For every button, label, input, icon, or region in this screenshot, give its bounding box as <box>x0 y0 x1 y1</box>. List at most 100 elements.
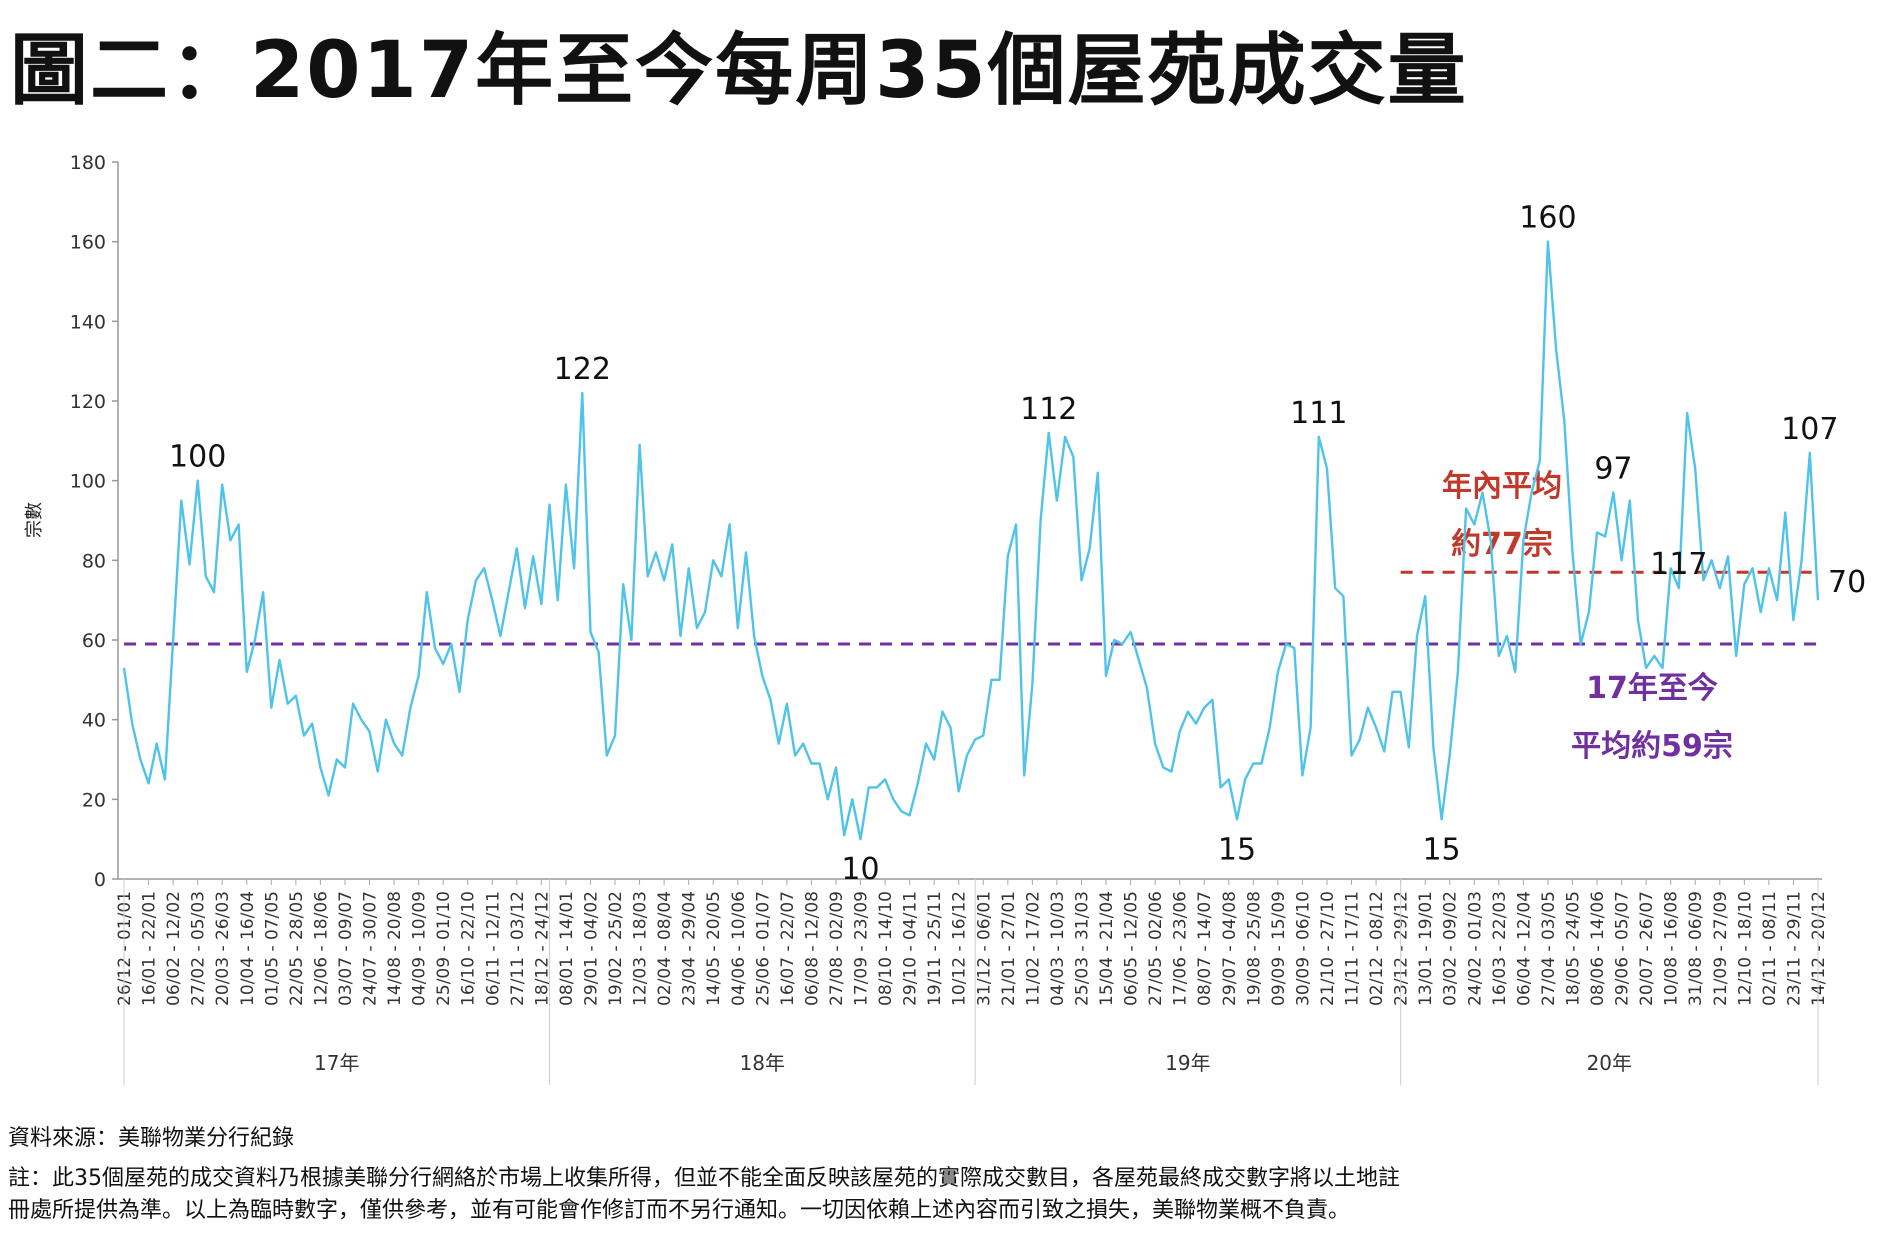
x-tick-label: 18/05 - 24/05 <box>1563 891 1583 1006</box>
x-tick-label: 29/01 - 04/02 <box>581 891 601 1006</box>
y-axis-ticks: 0 20 40 60 80 100 120 140 160 180 <box>70 152 118 891</box>
peak-label: 15 <box>1422 832 1460 867</box>
peak-label: 10 <box>841 852 879 887</box>
y-tick-label: 120 <box>70 391 106 413</box>
x-tick-label: 30/09 - 06/10 <box>1293 891 1313 1006</box>
peak-label: 112 <box>1020 392 1077 427</box>
x-tick-label: 16/03 - 22/03 <box>1490 891 1510 1006</box>
chart-axes <box>117 162 1822 880</box>
x-tick-label: 08/07 - 14/07 <box>1195 891 1215 1006</box>
x-tick-label: 29/10 - 04/11 <box>901 891 921 1006</box>
x-tick-label: 03/07 - 09/07 <box>336 891 356 1006</box>
x-tick-label: 04/09 - 10/09 <box>410 891 430 1006</box>
x-tick-label: 27/04 - 03/05 <box>1539 891 1559 1006</box>
x-tick-label: 06/05 - 12/05 <box>1122 891 1142 1006</box>
x-tick-label: 08/10 - 14/10 <box>876 891 896 1006</box>
peak-label: 117 <box>1650 547 1707 582</box>
y-tick-label: 0 <box>94 869 106 891</box>
peak-label: 70 <box>1828 565 1866 600</box>
x-tick-label: 24/07 - 30/07 <box>361 891 381 1006</box>
x-tick-label: 19/11 - 25/11 <box>925 891 945 1006</box>
year-group-label: 17年 <box>314 1051 359 1075</box>
x-tick-label: 31/08 - 06/09 <box>1686 891 1706 1006</box>
reference-label: 年內平均 <box>1442 469 1562 504</box>
x-tick-label: 02/11 - 08/11 <box>1760 891 1780 1006</box>
peak-label: 122 <box>554 352 611 387</box>
x-tick-label: 10/04 - 16/04 <box>238 891 258 1006</box>
x-tick-label: 10/12 - 16/12 <box>950 891 970 1006</box>
x-tick-label: 04/03 - 10/03 <box>1048 891 1068 1006</box>
x-tick-label: 17/09 - 23/09 <box>852 891 872 1006</box>
peak-label: 100 <box>169 440 226 475</box>
x-tick-label: 26/12 - 01/01 <box>115 891 135 1006</box>
x-tick-label: 27/11 - 03/12 <box>508 891 528 1006</box>
x-tick-label: 02/12 - 08/12 <box>1367 891 1387 1006</box>
year-groups: 17年 18年 19年 20年 <box>123 879 1819 1085</box>
peak-labels: 100 122 10 112 15 111 15 160 97 117 107 70 <box>169 201 1866 888</box>
x-tick-label: 17/06 - 23/06 <box>1171 891 1191 1006</box>
peak-label: 160 <box>1519 201 1576 236</box>
footer-source: 資料來源：美聯物業分行紀錄 <box>8 1126 295 1151</box>
x-tick-label: 14/12 - 20/12 <box>1809 891 1829 1006</box>
y-tick-label: 60 <box>82 630 106 652</box>
x-tick-label: 14/05 - 20/05 <box>704 891 724 1006</box>
x-tick-label: 29/06 - 05/07 <box>1613 891 1633 1006</box>
x-tick-label: 08/06 - 14/06 <box>1588 891 1608 1006</box>
peak-label: 111 <box>1290 396 1347 431</box>
x-tick-label: 12/03 - 18/03 <box>631 891 651 1006</box>
x-tick-label: 23/11 - 29/11 <box>1784 891 1804 1006</box>
year-group-label: 18年 <box>740 1051 785 1075</box>
x-tick-label: 14/08 - 20/08 <box>385 891 405 1006</box>
x-tick-label: 23/12 - 29/12 <box>1392 891 1412 1006</box>
x-tick-label: 27/08 - 02/09 <box>827 891 847 1006</box>
x-tick-label: 18/12 - 24/12 <box>532 891 552 1006</box>
x-tick-label: 06/04 - 12/04 <box>1514 891 1534 1006</box>
x-tick-label: 13/01 - 19/01 <box>1416 891 1436 1006</box>
x-tick-label: 31/12 - 06/01 <box>974 891 994 1006</box>
footer-note-line2: 冊處所提供為準。以上為臨時數字，僅供參考，並有可能會作修訂而不另行通知。一切因依… <box>8 1198 1351 1223</box>
peak-label: 107 <box>1781 412 1838 447</box>
y-tick-label: 80 <box>82 550 106 572</box>
x-tick-label: 22/05 - 28/05 <box>287 891 307 1006</box>
x-tick-label: 25/09 - 01/10 <box>434 891 454 1006</box>
x-tick-label: 11/11 - 17/11 <box>1343 891 1363 1006</box>
x-tick-label: 03/02 - 09/02 <box>1441 891 1461 1006</box>
x-tick-label: 08/01 - 14/01 <box>557 891 577 1006</box>
year-group-label: 19年 <box>1165 1051 1210 1075</box>
x-tick-label: 20/03 - 26/03 <box>213 891 233 1006</box>
x-tick-label: 29/07 - 04/08 <box>1220 891 1240 1006</box>
reference-label: 17年至今 <box>1586 671 1718 706</box>
x-tick-label: 02/04 - 08/04 <box>655 891 675 1006</box>
x-tick-label: 23/04 - 29/04 <box>680 891 700 1006</box>
y-axis-label: 宗數 <box>24 502 45 538</box>
year-group-label: 20年 <box>1587 1051 1632 1075</box>
x-tick-label: 27/05 - 02/06 <box>1146 891 1166 1006</box>
x-tick-label: 09/09 - 15/09 <box>1269 891 1289 1006</box>
x-tick-label: 04/06 - 10/06 <box>729 891 749 1006</box>
peak-label: 15 <box>1218 832 1256 867</box>
x-tick-label: 01/05 - 07/05 <box>262 891 282 1006</box>
x-tick-label: 21/10 - 27/10 <box>1318 891 1338 1006</box>
x-tick-label: 12/06 - 18/06 <box>311 891 331 1006</box>
x-tick-label: 21/09 - 27/09 <box>1711 891 1731 1006</box>
y-tick-label: 100 <box>70 471 106 493</box>
x-tick-label: 20/07 - 26/07 <box>1637 891 1657 1006</box>
x-tick-label: 06/11 - 12/11 <box>483 891 503 1006</box>
x-tick-label: 19/02 - 25/02 <box>606 891 626 1006</box>
series-line <box>122 240 1820 841</box>
y-tick-label: 180 <box>70 152 106 174</box>
page-title: 圖二：2017年至今每周35個屋苑成交量 <box>10 26 1468 116</box>
x-tick-label: 06/08 - 12/08 <box>802 891 822 1006</box>
weekly-transactions-line <box>122 240 1820 841</box>
x-tick-label: 10/08 - 16/08 <box>1662 891 1682 1006</box>
x-tick-label: 25/03 - 31/03 <box>1072 891 1092 1006</box>
reference-label: 約77宗 <box>1451 527 1553 562</box>
y-tick-label: 20 <box>82 789 106 811</box>
peak-label: 97 <box>1594 452 1632 487</box>
y-tick-label: 40 <box>82 710 106 732</box>
x-axis-ticks: 26/12 - 01/01 16/01 - 22/01 06/02 - 12/02 2… <box>115 879 1829 1006</box>
x-tick-label: 06/02 - 12/02 <box>164 891 184 1006</box>
x-tick-label: 16/10 - 22/10 <box>459 891 479 1006</box>
